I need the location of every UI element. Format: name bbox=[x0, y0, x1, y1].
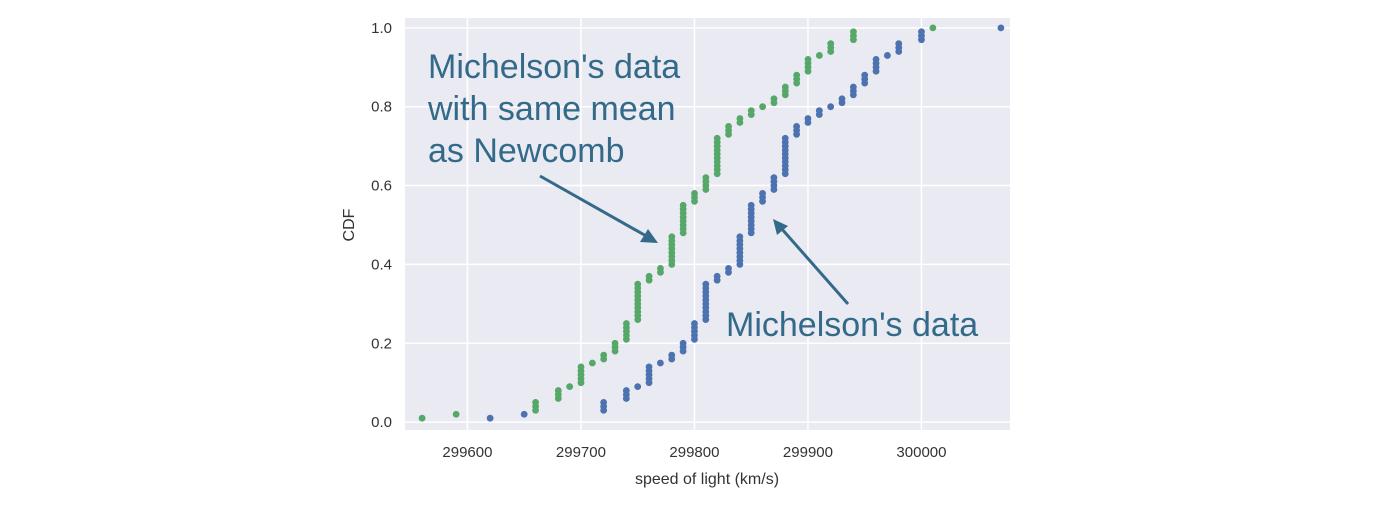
shifted-point bbox=[566, 383, 574, 391]
michelson-point bbox=[679, 339, 687, 347]
michelson-point bbox=[486, 414, 494, 422]
shifted-point bbox=[850, 28, 857, 36]
michelson-point bbox=[759, 190, 766, 197]
shifted-point bbox=[929, 24, 937, 32]
shifted-point bbox=[747, 107, 755, 115]
shifted-point bbox=[657, 264, 664, 272]
annotation-arrow-original bbox=[779, 227, 850, 305]
x-tick-label: 299600 bbox=[442, 444, 492, 461]
michelson-point bbox=[656, 359, 664, 367]
michelson-point bbox=[861, 71, 869, 79]
x-tick-label: 300000 bbox=[896, 444, 946, 461]
shifted-point bbox=[588, 359, 596, 367]
shifted-point bbox=[770, 95, 778, 103]
michelson-point bbox=[713, 272, 721, 280]
shifted-point bbox=[781, 83, 789, 91]
annotation-arrow-shifted bbox=[539, 174, 649, 239]
y-axis-label: CDF bbox=[341, 208, 358, 241]
shifted-point bbox=[725, 123, 732, 130]
shifted-point bbox=[600, 351, 608, 359]
michelson-point bbox=[622, 387, 630, 394]
shifted-point bbox=[793, 71, 801, 79]
michelson-point bbox=[645, 363, 653, 371]
annotation-original: Michelson's data bbox=[726, 219, 978, 344]
shifted-point bbox=[679, 201, 687, 209]
annotation-shifted-line-1: Michelson's data bbox=[428, 48, 680, 86]
arrowhead-icon bbox=[640, 229, 658, 243]
shifted-point bbox=[804, 55, 812, 63]
data-points bbox=[418, 24, 1005, 422]
arrowhead-icon bbox=[773, 219, 788, 235]
shifted-point bbox=[827, 40, 835, 48]
shifted-point bbox=[702, 174, 710, 182]
annotation-shifted-line-2: with same mean bbox=[427, 90, 676, 128]
shifted-point bbox=[668, 233, 676, 241]
y-tick-labels: 0.0 0.2 0.4 0.6 0.8 1.0 bbox=[371, 20, 392, 431]
michelson-point bbox=[827, 103, 835, 111]
x-tick-label: 299700 bbox=[556, 444, 606, 461]
y-tick-label: 0.4 bbox=[371, 256, 392, 273]
michelson-point bbox=[736, 233, 744, 241]
michelson-point bbox=[838, 95, 846, 103]
shifted-point bbox=[634, 280, 642, 288]
shifted-point bbox=[645, 272, 653, 280]
y-tick-label: 0.8 bbox=[371, 99, 392, 116]
shifted-point bbox=[736, 115, 744, 122]
michelson-point bbox=[634, 383, 642, 391]
shifted-point bbox=[554, 387, 562, 394]
michelson-point bbox=[668, 351, 676, 359]
shifted-point bbox=[759, 103, 767, 111]
x-axis-label: speed of light (km/s) bbox=[635, 471, 779, 488]
x-tick-labels: 299600 299700 299800 299900 300000 bbox=[442, 444, 946, 461]
y-tick-label: 1.0 bbox=[371, 20, 392, 37]
michelson-point bbox=[691, 320, 698, 327]
michelson-point bbox=[815, 107, 823, 115]
michelson-point bbox=[600, 399, 608, 406]
michelson-point bbox=[872, 55, 880, 63]
y-tick-label: 0.2 bbox=[371, 335, 392, 352]
annotation-shifted: Michelson's data with same mean as Newco… bbox=[427, 48, 680, 243]
x-tick-label: 299800 bbox=[669, 444, 719, 461]
shifted-point bbox=[611, 339, 619, 347]
michelson-point bbox=[702, 280, 710, 288]
michelson-point bbox=[804, 115, 812, 122]
annotation-original-line-1: Michelson's data bbox=[726, 306, 978, 344]
michelson-point bbox=[770, 174, 778, 182]
michelson-point bbox=[793, 123, 801, 130]
shifted-point bbox=[532, 399, 540, 406]
michelson-point bbox=[747, 201, 755, 209]
y-tick-label: 0.0 bbox=[371, 414, 392, 431]
shifted-point bbox=[623, 320, 630, 327]
shifted-point bbox=[815, 52, 823, 59]
shifted-point bbox=[691, 190, 698, 197]
michelson-point bbox=[520, 410, 528, 418]
shifted-point bbox=[418, 414, 426, 422]
shifted-point bbox=[713, 134, 721, 142]
shifted-point bbox=[577, 363, 585, 371]
michelson-point bbox=[725, 264, 732, 272]
shifted-point bbox=[452, 410, 460, 418]
michelson-point bbox=[884, 52, 891, 59]
michelson-point bbox=[918, 28, 925, 36]
michelson-point bbox=[781, 134, 789, 142]
michelson-point bbox=[997, 24, 1005, 32]
plot-background bbox=[405, 18, 1010, 430]
x-tick-label: 299900 bbox=[783, 444, 833, 461]
annotation-shifted-line-3: as Newcomb bbox=[428, 132, 625, 170]
y-tick-label: 0.6 bbox=[371, 178, 392, 195]
michelson-point bbox=[895, 40, 903, 48]
michelson-point bbox=[849, 83, 857, 91]
grid-lines bbox=[405, 18, 1010, 430]
